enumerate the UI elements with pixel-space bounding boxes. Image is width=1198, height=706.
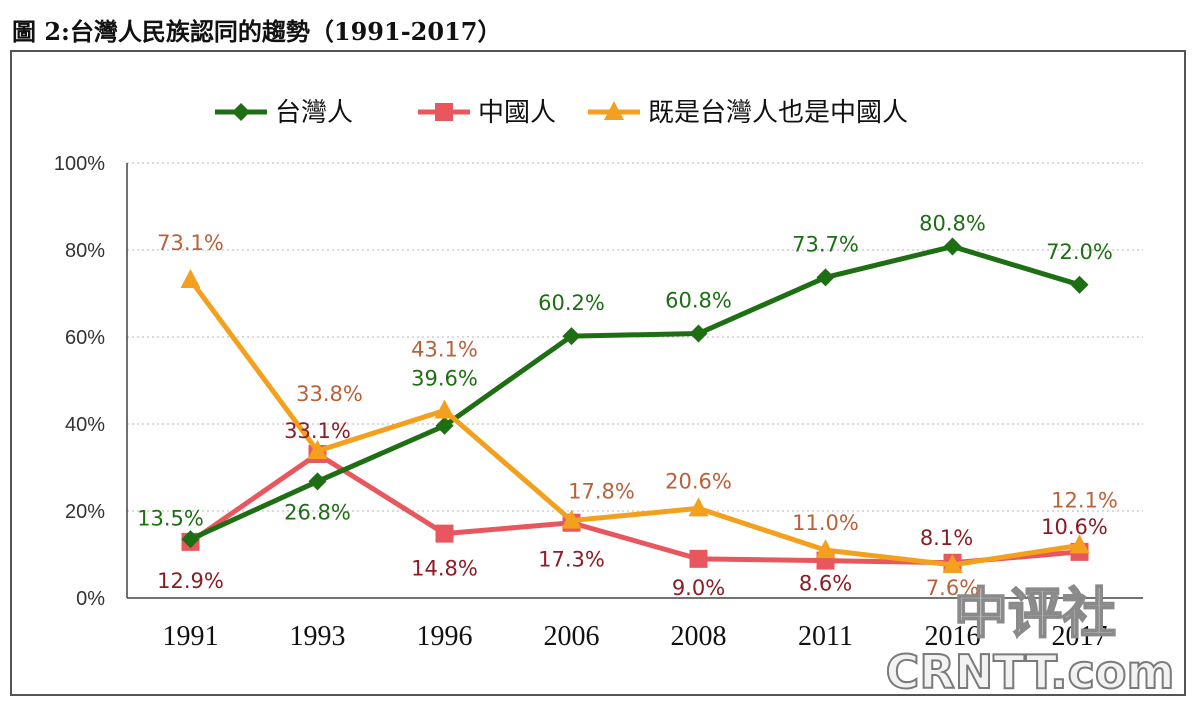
data-point-taiwanese-7 (1070, 275, 1089, 294)
legend-marker (435, 103, 453, 121)
data-label-chinese: 33.1% (284, 419, 351, 443)
legend-marker (232, 103, 250, 121)
data-point-taiwanese-2 (435, 416, 454, 435)
data-label-taiwanese: 60.8% (665, 289, 732, 313)
data-point-taiwanese-3 (562, 327, 581, 346)
data-label-taiwanese: 39.6% (411, 367, 478, 391)
data-point-taiwanese-5 (816, 268, 835, 287)
x-tick-label: 2008 (671, 621, 727, 652)
y-tick-label: 20% (65, 501, 105, 523)
data-point-both-1 (307, 439, 328, 459)
data-label-taiwanese: 72.0% (1046, 240, 1113, 264)
x-tick-label: 2016 (925, 621, 981, 652)
x-tick-label: 2017 (1052, 621, 1108, 652)
data-point-chinese-2 (435, 524, 454, 543)
data-point-both-7 (1069, 534, 1090, 554)
data-label-taiwanese: 13.5% (137, 506, 204, 530)
data-point-both-6 (942, 553, 963, 573)
legend-label: 台灣人 (275, 98, 353, 128)
x-tick-label: 1996 (417, 621, 473, 652)
data-label-chinese: 14.8% (411, 557, 478, 581)
series-line-taiwanese (189, 244, 1081, 542)
data-label-taiwanese: 73.7% (792, 232, 859, 256)
data-label-both: 20.6% (665, 469, 732, 493)
data-point-both-0 (180, 269, 201, 289)
y-tick-label: 80% (65, 240, 105, 262)
data-point-taiwanese-6 (943, 237, 962, 256)
data-label-both: 7.6% (926, 576, 979, 600)
data-label-chinese: 9.0% (672, 576, 725, 600)
x-tick-label: 2006 (544, 621, 600, 652)
data-label-chinese: 17.3% (538, 548, 605, 572)
chart-frame (10, 50, 1186, 696)
legend-item-both: 既是台灣人也是中國人 (588, 98, 908, 128)
x-tick-label: 2011 (798, 621, 853, 652)
data-label-taiwanese: 60.2% (538, 291, 605, 315)
legend-item-taiwanese: 台灣人 (215, 98, 353, 128)
data-label-chinese: 12.9% (157, 569, 224, 593)
legend-label: 中國人 (478, 98, 556, 128)
y-tick-label: 100% (54, 153, 105, 175)
data-point-both-3 (561, 509, 582, 529)
y-tick-label: 40% (65, 414, 105, 436)
data-point-both-2 (434, 399, 455, 419)
data-label-both: 43.1% (411, 338, 478, 362)
x-tick-label: 1991 (163, 621, 219, 652)
data-point-both-5 (815, 539, 836, 559)
data-point-taiwanese-4 (689, 324, 708, 343)
y-tick-label: 60% (65, 327, 105, 349)
legend-item-chinese: 中國人 (418, 98, 556, 128)
figure-title: 圖 2:台灣人民族認同的趨勢（1991-2017） (12, 17, 502, 46)
data-point-taiwanese-1 (308, 472, 327, 491)
data-label-both: 12.1% (1051, 488, 1118, 512)
data-label-both: 73.1% (157, 231, 224, 255)
data-point-taiwanese-0 (181, 530, 200, 549)
data-label-both: 11.0% (792, 511, 859, 535)
data-label-chinese: 10.6% (1041, 515, 1108, 539)
legend-marker (604, 101, 624, 120)
data-point-chinese-4 (689, 549, 708, 568)
y-tick-label: 0% (76, 588, 105, 610)
data-label-chinese: 8.1% (920, 526, 973, 550)
data-label-both: 33.8% (296, 382, 363, 406)
data-label-both: 17.8% (568, 480, 635, 504)
data-label-taiwanese: 80.8% (919, 212, 986, 236)
series-line-both (188, 278, 1080, 568)
legend-label: 既是台灣人也是中國人 (648, 98, 908, 128)
data-point-both-4 (688, 497, 709, 517)
data-label-chinese: 8.6% (799, 572, 852, 596)
data-label-taiwanese: 26.8% (284, 500, 351, 524)
x-tick-label: 1993 (290, 621, 346, 652)
